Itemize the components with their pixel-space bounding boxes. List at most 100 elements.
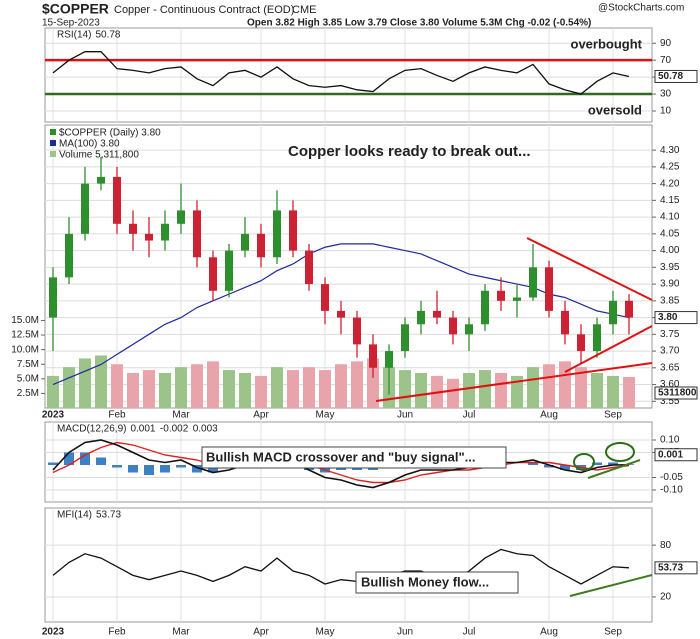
credit: @StockCharts.com (598, 3, 684, 14)
y2-tick-label: 5.0M (17, 373, 39, 384)
volume-bar (415, 372, 427, 408)
candle-body (65, 233, 73, 278)
candle-body (209, 257, 217, 291)
x-tick-label: 2023 (42, 627, 65, 638)
volume-bar (527, 367, 539, 408)
volume-bar (271, 367, 283, 408)
histogram-bar (560, 465, 570, 470)
candle-body (561, 310, 569, 335)
value-box (654, 386, 698, 400)
y-tick-label: 3.90 (660, 279, 680, 290)
annotation: Bullish Money flow... (361, 574, 489, 589)
y-tick-label: 4.10 (660, 212, 680, 223)
line (52, 439, 630, 489)
candle-body (609, 300, 617, 325)
y-tick-label: -0.05 (660, 472, 683, 483)
histogram-bar (48, 462, 58, 465)
volume-bar (479, 370, 491, 408)
histogram-bar (528, 462, 538, 465)
legend-swatch (50, 129, 56, 135)
histogram-bar (608, 462, 618, 465)
legend-value: 0.003 (193, 424, 218, 435)
volume-bar (463, 372, 475, 408)
y-tick-label: 4.30 (660, 145, 680, 156)
volume-bar (95, 355, 107, 408)
x-tick-label: Jun (397, 410, 413, 421)
volume-bar (47, 375, 59, 408)
candle-body (449, 317, 457, 335)
instrument-name: Copper - Continuous Contract (EOD) (114, 4, 294, 16)
x-tick-label: May (316, 627, 335, 638)
volume-bar (575, 367, 587, 408)
volume-bar (287, 370, 299, 408)
candle-body (337, 310, 345, 318)
candle-body (257, 233, 265, 258)
y-tick-label: 20 (660, 592, 672, 603)
trend-line (564, 325, 653, 373)
candle-body (81, 183, 89, 234)
level-label: oversold (588, 102, 642, 117)
annotation: Bullish MACD crossover and "buy signal".… (206, 449, 476, 464)
legend-swatch (50, 151, 56, 157)
candle-body (305, 250, 313, 285)
histogram-bar (112, 465, 122, 468)
candle-body (129, 223, 137, 234)
highlight-circle (605, 442, 635, 462)
legend-swatch (50, 140, 56, 146)
volume-bar (335, 364, 347, 408)
volume-bar (63, 367, 75, 408)
candle-body (593, 324, 601, 352)
x-tick-label: Jul (463, 410, 476, 421)
x-tick-label: Mar (172, 410, 190, 421)
legend-value: -0.002 (160, 424, 189, 435)
trend-line (569, 574, 653, 597)
exchange: CME (292, 4, 316, 16)
legend-value: 50.78 (95, 30, 120, 41)
candle-body (529, 267, 537, 298)
value-box-label: 0.001 (658, 449, 683, 460)
histogram-bar (592, 462, 602, 465)
candle-body (273, 210, 281, 258)
volume-bar (255, 375, 267, 408)
value-box (654, 561, 698, 575)
candle-body (241, 233, 249, 251)
y-tick-label: 3.75 (660, 329, 680, 340)
candle-body (513, 297, 521, 301)
x-tick-label: Feb (108, 627, 126, 638)
y2-tick-label: 2.5M (17, 388, 39, 399)
line (52, 548, 630, 590)
volume-bar (239, 372, 251, 408)
y-tick-label: 3.60 (660, 379, 680, 390)
y2-tick-label: 7.5M (17, 359, 39, 370)
histogram-bar (80, 452, 90, 465)
legend-label: RSI(14) (57, 30, 91, 41)
y-tick-label: 4.05 (660, 228, 680, 239)
candle-body (97, 176, 105, 184)
candle-body (577, 334, 585, 352)
x-tick-label: Jul (463, 627, 476, 638)
annotation-box (201, 446, 507, 469)
y2-tick-label: 10.0M (11, 344, 39, 355)
value-box-label: 3.80 (658, 312, 678, 323)
x-tick-label: Sep (604, 627, 622, 638)
y-tick-label: 0.10 (660, 435, 680, 446)
candle-body (385, 351, 393, 368)
trend-line (526, 237, 653, 301)
legend-label: MFI(14) (57, 510, 92, 521)
y-tick-label: 10 (660, 106, 672, 117)
x-tick-label: Apr (253, 410, 269, 421)
y-tick-label: 4.20 (660, 178, 680, 189)
histogram-bar (160, 465, 170, 473)
candle-body (369, 344, 377, 368)
x-tick-label: Aug (540, 627, 558, 638)
y-tick-label: 3.65 (660, 362, 680, 373)
value-box (654, 311, 698, 325)
plot-area: 1030507090RSI(14)50.783.553.603.653.703.… (11, 27, 683, 638)
legend-label: MA(100) 3.80 (59, 139, 120, 150)
candle-body (161, 223, 169, 241)
legend-value: 0.001 (130, 424, 155, 435)
volume-bar (159, 372, 171, 408)
candle-body (113, 176, 121, 224)
y-tick-label: 4.00 (660, 245, 680, 256)
